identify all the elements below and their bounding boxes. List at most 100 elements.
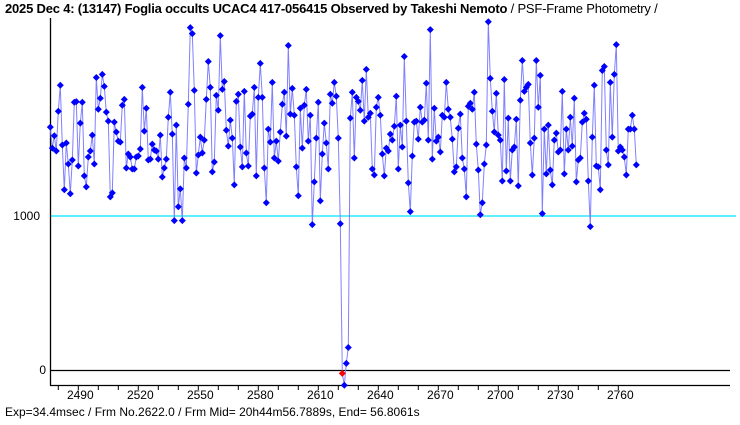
data-point [118, 101, 126, 109]
data-point [428, 155, 436, 163]
data-point [156, 131, 164, 139]
data-point [344, 343, 352, 351]
data-point [122, 164, 130, 172]
data-point [212, 91, 220, 99]
data-point [390, 122, 398, 130]
data-point [342, 359, 350, 367]
data-point [272, 137, 280, 145]
data-point [226, 116, 234, 124]
data-point [490, 128, 498, 136]
data-point [112, 128, 120, 136]
x-tick-label: 2760 [607, 388, 634, 402]
data-point [198, 149, 206, 157]
data-point [162, 155, 170, 163]
x-tick-label: 2550 [187, 388, 214, 402]
data-point [260, 164, 268, 172]
data-point [570, 94, 578, 102]
chart-title-main: 2025 Dec 4: (13147) Foglia occults UCAC4… [5, 1, 508, 16]
data-point [160, 164, 168, 172]
data-point [548, 181, 556, 189]
data-point [304, 137, 312, 145]
data-point [538, 210, 546, 218]
data-point [612, 41, 620, 49]
data-point [354, 97, 362, 105]
data-point [566, 113, 574, 121]
data-point [310, 178, 318, 186]
data-point [378, 150, 386, 158]
data-point [68, 156, 76, 164]
data-point [462, 193, 470, 201]
data-point [218, 85, 226, 93]
data-point [400, 52, 408, 60]
data-point [608, 133, 616, 141]
data-point [422, 79, 430, 87]
chart-title-suffix: / PSF-Frame Photometry / [507, 1, 658, 16]
data-point [576, 154, 584, 162]
data-point [242, 149, 250, 157]
data-point [594, 163, 602, 171]
data-point [214, 106, 222, 114]
data-point [474, 166, 482, 174]
data-point [110, 118, 118, 126]
data-point [350, 154, 358, 162]
data-point [230, 181, 238, 189]
data-point [136, 145, 144, 153]
data-point [206, 83, 214, 91]
data-point [564, 146, 572, 154]
data-point [176, 185, 184, 193]
data-point [406, 208, 414, 216]
data-point [262, 199, 270, 207]
data-point [356, 106, 364, 114]
data-point [412, 117, 420, 125]
data-point [588, 133, 596, 141]
x-tick-label: 2640 [367, 388, 394, 402]
data-point [340, 381, 348, 389]
data-point [628, 111, 636, 119]
data-point [178, 217, 186, 225]
data-point [516, 96, 524, 104]
data-point [84, 153, 92, 161]
data-point [416, 103, 424, 111]
series-line [49, 21, 637, 386]
data-point [394, 165, 402, 173]
data-point [158, 173, 166, 181]
data-point [470, 88, 478, 96]
data-point [180, 154, 188, 162]
data-point [264, 125, 272, 133]
data-point [232, 97, 240, 105]
data-point [368, 165, 376, 173]
data-point [210, 158, 218, 166]
highlighted-data-point [338, 369, 346, 377]
data-point [172, 121, 180, 129]
data-point [240, 87, 248, 95]
data-point [388, 136, 396, 144]
data-point [72, 98, 80, 106]
data-point [484, 18, 492, 26]
data-point [64, 160, 72, 168]
data-point [334, 134, 342, 142]
data-point [248, 110, 256, 118]
data-point [434, 133, 442, 141]
data-point [166, 88, 174, 96]
data-point [292, 163, 300, 171]
data-point [278, 100, 286, 108]
data-point [518, 56, 526, 64]
data-point [534, 103, 542, 111]
data-point [276, 128, 284, 136]
data-point [138, 83, 146, 91]
data-point [154, 155, 162, 163]
data-point [526, 139, 534, 147]
data-point [280, 88, 288, 96]
data-point [492, 89, 500, 97]
data-point [486, 74, 494, 82]
data-point [510, 143, 518, 151]
x-tick-label: 2610 [307, 388, 334, 402]
data-point [514, 182, 522, 190]
data-point [362, 65, 370, 73]
data-point [622, 171, 630, 179]
data-point [188, 30, 196, 38]
data-point [220, 77, 228, 85]
data-point [632, 161, 640, 169]
data-point [282, 132, 290, 140]
data-point [502, 167, 510, 175]
